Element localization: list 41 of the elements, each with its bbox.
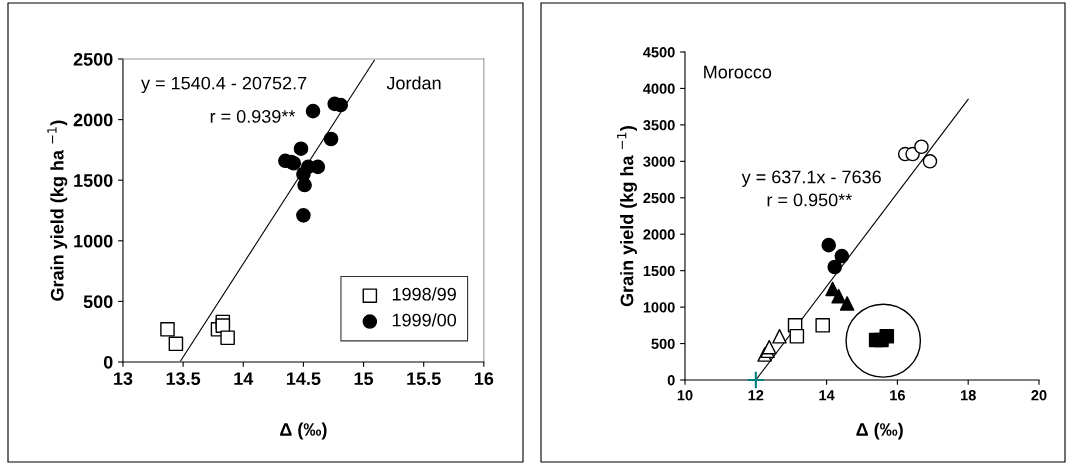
x-tick-label: 20 [1031, 390, 1047, 401]
x-tick-label: 15 [354, 372, 374, 385]
annotation: y = 1540.4 - 20752.7 [141, 76, 307, 94]
x-tick-label: 13 [114, 372, 133, 386]
y-tick-label: 3000 [643, 156, 675, 167]
annotation: r = 0.950** [767, 193, 852, 207]
x-tick-label: 14 [819, 390, 835, 401]
y-tick-label: 500 [651, 338, 675, 349]
y-tick-label: 1500 [643, 265, 675, 277]
x-tick-label: 16 [890, 390, 905, 401]
y-tick-label: 1000 [643, 302, 675, 313]
x-tick-label: 10 [677, 390, 693, 401]
y-tick-label: 2000 [73, 113, 113, 127]
annotation: Morocco [704, 65, 772, 79]
y-tick-label: 4500 [643, 47, 675, 58]
x-tick-label: 16 [474, 372, 494, 385]
y-tick-label: 4000 [643, 83, 675, 94]
legend-label: 1998/99 [392, 287, 456, 301]
y-tick-label: 0 [667, 375, 675, 386]
y-tick-label: 1500 [74, 174, 113, 187]
annotation: Jordan [386, 76, 441, 90]
x-tick-label: 13.5 [166, 372, 201, 386]
y-tick-label: 1000 [74, 234, 113, 248]
x-tick-label: 14 [234, 372, 254, 385]
x-axis-title: Δ (‰) [856, 422, 903, 440]
x-tick-label: 15.5 [407, 372, 441, 385]
x-axis-title: Δ (‰) [280, 422, 327, 440]
annotation: y = 637.1x - 7636 [741, 170, 881, 187]
y-tick-label: 2500 [643, 192, 675, 204]
y-tick-label: 2500 [73, 52, 113, 66]
y-tick-label: 500 [83, 295, 113, 309]
legend-label: 1999/00 [392, 313, 457, 327]
x-tick-label: 18 [961, 390, 976, 401]
y-axis-title: Grain yield (kg ha $^{−1}$) [617, 126, 638, 307]
y-tick-label: 0 [103, 355, 113, 369]
x-tick-label: 14.5 [286, 372, 321, 385]
annotation: r = 0.939** [210, 110, 296, 123]
y-tick-label: 3500 [643, 119, 675, 131]
y-tick-label: 2000 [643, 229, 675, 240]
y-axis-title: Grain yield (kg ha $^{−1}$) [47, 120, 68, 301]
x-tick-label: 12 [748, 390, 764, 401]
